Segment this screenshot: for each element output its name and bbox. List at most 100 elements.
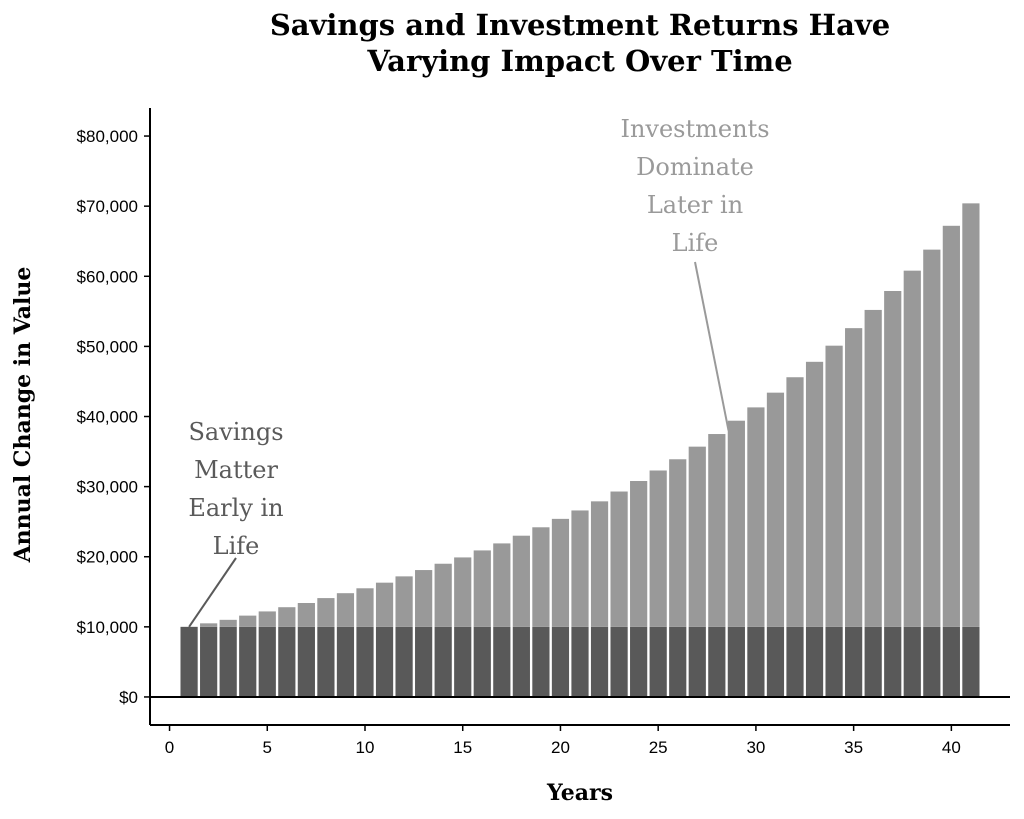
bar-series0-year-22 <box>590 626 609 697</box>
bar-series1-year-30 <box>747 407 765 627</box>
y-tick-label: $60,000 <box>77 267 138 286</box>
bar-series1-year-25 <box>649 470 667 627</box>
bar-series1-year-5 <box>258 611 276 627</box>
x-tick-label: 5 <box>263 738 272 757</box>
bar-series0-year-33 <box>805 626 824 697</box>
bar-series1-year-40 <box>942 225 960 627</box>
chart-title-line-1: Savings and Investment Returns Have <box>269 8 891 42</box>
bar-series0-year-30 <box>747 626 765 697</box>
bar-series0-year-15 <box>454 626 472 697</box>
y-tick-label: $30,000 <box>77 478 138 497</box>
y-tick-label: $70,000 <box>77 197 138 216</box>
x-tick-label: 25 <box>649 738 668 757</box>
bar-series0-year-35 <box>845 626 863 697</box>
bar-series1-year-28 <box>708 434 726 627</box>
bar-series1-year-26 <box>669 459 687 627</box>
bar-series0-year-1 <box>180 626 198 697</box>
bar-series1-year-41 <box>962 203 980 627</box>
bar-series0-year-4 <box>239 626 257 697</box>
bar-series1-year-7 <box>297 603 315 627</box>
bar-series0-year-11 <box>375 626 394 697</box>
bar-series1-year-13 <box>415 570 433 627</box>
bar-series0-year-18 <box>512 626 530 697</box>
x-tick-label: 15 <box>453 738 472 757</box>
bar-series1-year-29 <box>727 420 745 627</box>
y-tick-label: $0 <box>119 688 138 707</box>
bar-series0-year-39 <box>923 626 941 697</box>
bar-series1-year-14 <box>434 563 452 627</box>
y-tick-label: $20,000 <box>77 548 138 567</box>
bar-series0-year-25 <box>649 626 667 697</box>
bar-series1-year-24 <box>630 481 648 627</box>
annotation-0-line-2: Early in <box>188 494 283 522</box>
bar-series0-year-37 <box>884 626 902 697</box>
chart-title-line-2: Varying Impact Over Time <box>367 44 793 78</box>
bar-series0-year-32 <box>786 626 804 697</box>
bar-series1-year-8 <box>317 598 335 627</box>
bar-series1-year-17 <box>493 543 511 627</box>
annotation-1-leader <box>694 261 730 431</box>
bar-series0-year-10 <box>356 626 374 697</box>
bar-series0-year-2 <box>200 626 218 697</box>
bar-series0-year-8 <box>317 626 335 697</box>
x-tick-label: 30 <box>746 738 765 757</box>
bar-series0-year-31 <box>766 626 785 697</box>
bars-layer <box>180 203 980 697</box>
bar-series0-year-13 <box>415 626 433 697</box>
bar-series1-year-15 <box>454 557 472 627</box>
x-tick-label: 10 <box>356 738 375 757</box>
bar-series1-year-6 <box>278 607 296 627</box>
y-tick-label: $40,000 <box>77 408 138 427</box>
annotation-1-line-1: Dominate <box>636 153 754 181</box>
ticks-layer: 0 5 10 15 20 25 30 35 40 $0 $10,000 $20,000 $30,000 $… <box>77 127 961 757</box>
annotations-layer: Savings Matter Early in Life Investments Domi… <box>188 115 770 628</box>
bar-series0-year-29 <box>727 626 745 697</box>
y-tick-label: $80,000 <box>77 127 138 146</box>
bar-series1-year-32 <box>786 377 804 627</box>
bar-series0-year-19 <box>532 626 550 697</box>
bar-series0-year-14 <box>434 626 452 697</box>
bar-series1-year-16 <box>473 550 491 627</box>
bar-series0-year-16 <box>473 626 491 697</box>
annotation-0-line-3: Life <box>213 532 260 560</box>
bar-series0-year-7 <box>297 626 315 697</box>
bar-series1-year-18 <box>512 535 530 627</box>
x-tick-label: 35 <box>844 738 863 757</box>
annotation-1-line-0: Investments <box>620 115 769 143</box>
bar-series1-year-22 <box>590 501 609 627</box>
bar-series0-year-28 <box>708 626 726 697</box>
bar-series1-year-9 <box>336 593 355 627</box>
y-axis-title: Annual Change in Value <box>10 267 36 564</box>
bar-series0-year-38 <box>903 626 921 697</box>
bar-series0-year-5 <box>258 626 276 697</box>
bar-series1-year-11 <box>375 582 394 627</box>
bar-series0-year-36 <box>864 626 882 697</box>
bar-series0-year-26 <box>669 626 687 697</box>
bar-series1-year-39 <box>923 249 941 627</box>
x-tick-label: 20 <box>551 738 570 757</box>
bar-series0-year-41 <box>962 626 980 697</box>
bar-series1-year-2 <box>200 623 218 627</box>
bar-series1-year-31 <box>766 392 785 627</box>
bar-series1-year-3 <box>219 619 237 627</box>
bar-series0-year-20 <box>551 626 570 697</box>
bar-series0-year-27 <box>688 626 706 697</box>
bar-series1-year-35 <box>845 328 863 627</box>
annotation-0-leader <box>188 557 237 628</box>
annotation-0-line-1: Matter <box>194 456 278 484</box>
bar-series0-year-24 <box>630 626 648 697</box>
y-tick-label: $10,000 <box>77 618 138 637</box>
annotation-1-line-2: Later in <box>647 191 743 219</box>
bar-series1-year-12 <box>395 576 413 627</box>
annotation-1-line-3: Life <box>672 229 719 257</box>
bar-series0-year-23 <box>610 626 628 697</box>
bar-series0-year-34 <box>825 626 843 697</box>
bar-series1-year-21 <box>571 510 589 627</box>
bar-series1-year-33 <box>805 361 824 627</box>
bar-series1-year-4 <box>239 615 257 627</box>
bar-series1-year-37 <box>884 290 902 627</box>
annotation-0-line-0: Savings <box>188 418 283 446</box>
bar-series0-year-40 <box>942 626 960 697</box>
x-axis-title: Years <box>546 780 613 806</box>
